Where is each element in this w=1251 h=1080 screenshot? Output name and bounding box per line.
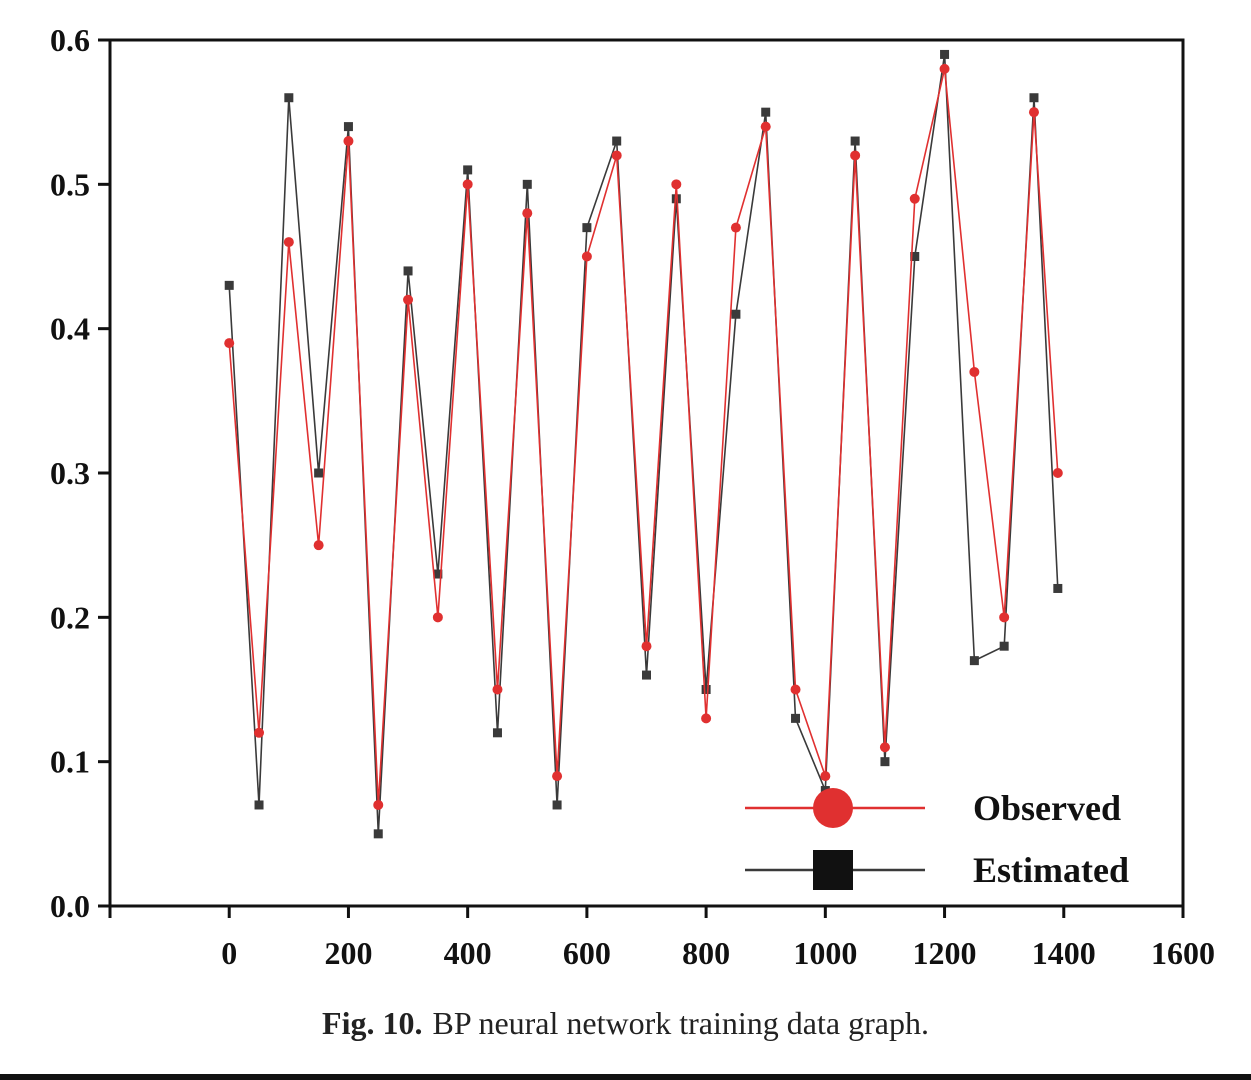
data-point	[761, 107, 771, 117]
legend-marker	[813, 788, 853, 828]
y-tick-label: 0.2	[50, 599, 90, 635]
data-point	[879, 742, 890, 753]
figure-caption-text: BP neural network training data graph.	[432, 1005, 929, 1041]
series-observed	[224, 63, 1063, 810]
legend-label: Observed	[973, 788, 1121, 828]
legend-marker	[813, 850, 853, 890]
page-bottom-rule	[0, 1074, 1251, 1080]
data-point	[581, 251, 592, 262]
data-point	[283, 237, 294, 248]
series-line	[228, 54, 1059, 834]
data-point	[671, 179, 682, 190]
figure-label: Fig. 10.	[322, 1005, 423, 1041]
legend-entry-observed: Observed	[745, 788, 1121, 828]
data-point	[1028, 107, 1039, 118]
data-point	[492, 728, 502, 738]
data-point	[314, 468, 324, 478]
data-point	[462, 179, 473, 190]
y-tick-label: 0.3	[50, 455, 90, 491]
x-tick-label: 1000	[793, 935, 857, 971]
data-point	[582, 223, 592, 233]
x-tick-label: 0	[221, 935, 237, 971]
x-tick-label: 1400	[1032, 935, 1096, 971]
data-point	[1053, 583, 1063, 593]
data-point	[760, 121, 771, 132]
y-axis: 0.0 0.1 0.2 0.3 0.4 0.5 0.6	[50, 22, 110, 924]
x-tick-label: 800	[682, 935, 730, 971]
data-point	[850, 150, 861, 161]
x-tick-label: 1200	[913, 935, 977, 971]
data-point	[731, 309, 741, 319]
series-line	[228, 68, 1059, 806]
data-point	[522, 179, 532, 189]
data-point	[403, 294, 414, 305]
data-point	[224, 338, 235, 349]
data-point	[701, 713, 712, 724]
data-point	[850, 136, 860, 146]
x-tick-label: 400	[444, 935, 492, 971]
data-point	[969, 366, 980, 377]
data-point	[791, 713, 801, 723]
data-point	[343, 122, 353, 132]
data-point	[641, 641, 652, 652]
data-point	[969, 656, 979, 666]
y-tick-label: 0.6	[50, 22, 90, 58]
data-point	[373, 829, 383, 839]
series-estimated	[224, 49, 1063, 839]
x-tick-label: 600	[563, 935, 611, 971]
x-axis: 0 200 400 600 800 1000 1200 1400 1600	[108, 906, 1215, 971]
data-point	[642, 670, 651, 680]
figure-caption: Fig. 10. BP neural network training data …	[0, 1005, 1251, 1042]
chart: 0.0 0.1 0.2 0.3 0.4 0.5 0.6 0 200 400 600 800 1000 1…	[50, 22, 1215, 971]
data-point	[999, 612, 1010, 623]
data-point	[790, 684, 801, 695]
data-point	[463, 165, 473, 175]
data-point	[910, 252, 920, 261]
data-point	[730, 222, 741, 233]
series-layer	[224, 49, 1063, 839]
data-point	[552, 800, 562, 810]
y-tick-label: 0.1	[50, 744, 90, 780]
data-point	[522, 208, 533, 219]
data-point	[939, 63, 950, 74]
data-point	[343, 136, 354, 147]
data-point	[254, 727, 265, 738]
data-point	[492, 684, 503, 695]
data-point	[373, 799, 384, 810]
data-point	[1052, 468, 1063, 478]
data-point	[701, 685, 711, 694]
x-tick-label: 1600	[1151, 935, 1215, 971]
data-point	[433, 569, 443, 579]
data-point	[224, 280, 234, 290]
data-point	[284, 93, 294, 103]
data-point	[432, 612, 443, 623]
data-point	[940, 49, 950, 59]
y-tick-label: 0.0	[50, 888, 90, 924]
legend-label: Estimated	[973, 850, 1129, 890]
data-point	[254, 800, 264, 810]
data-point	[612, 136, 622, 146]
y-tick-label: 0.4	[50, 311, 90, 347]
data-point	[313, 540, 324, 551]
data-point	[611, 150, 622, 161]
data-point	[820, 771, 831, 782]
data-point	[880, 757, 890, 767]
data-point	[552, 771, 563, 782]
data-point	[1029, 93, 1039, 103]
legend: Observed Estimated	[745, 788, 1129, 890]
y-tick-label: 0.5	[50, 166, 90, 202]
data-point	[909, 193, 920, 204]
data-point	[403, 266, 413, 276]
plot-frame	[108, 38, 1185, 908]
x-tick-label: 200	[324, 935, 372, 971]
data-point	[999, 641, 1009, 651]
data-point	[671, 194, 681, 204]
legend-entry-estimated: Estimated	[745, 850, 1129, 890]
